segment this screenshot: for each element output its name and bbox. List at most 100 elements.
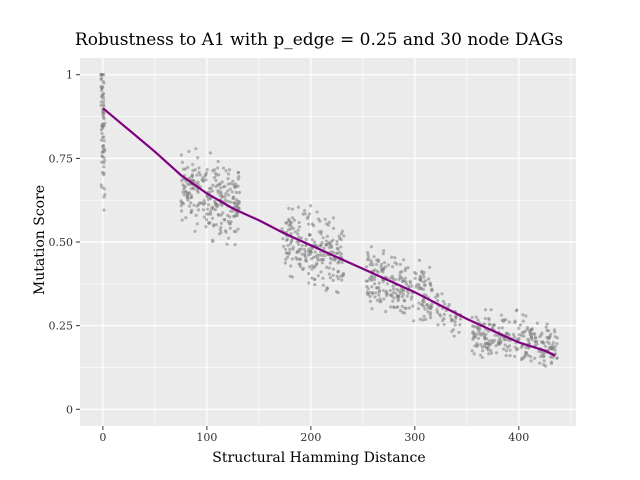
data-point [487,322,491,326]
data-point [287,223,291,227]
data-point [101,144,105,148]
data-point [290,216,295,220]
data-point [537,349,541,354]
y-tick-label: 0.75 [49,152,74,165]
data-point [310,238,314,242]
data-point [392,296,396,300]
data-point [535,321,540,325]
data-point [195,173,199,177]
data-point [377,288,382,293]
data-point [421,298,425,302]
data-point [290,257,294,261]
data-point [377,281,381,285]
data-point [390,274,394,278]
y-axis-ticks: 0 0.25 0.50 0.75 1 [49,69,80,416]
data-point [212,168,217,172]
data-point [407,306,412,310]
data-point [283,247,288,251]
data-point [236,170,240,175]
data-point [532,331,536,336]
data-point [325,234,329,238]
data-point [543,364,548,368]
data-point [545,340,549,344]
data-point [483,322,487,326]
data-point [377,285,381,290]
data-point [378,297,382,301]
data-point [340,229,345,233]
data-point [400,279,404,284]
data-point [181,202,185,206]
data-point [514,309,518,313]
data-point [325,265,329,269]
data-point [475,343,479,348]
data-point [423,283,427,287]
data-point [99,103,103,108]
y-tick-label: 0 [66,403,73,416]
data-point [403,269,407,273]
data-point [309,204,313,208]
data-point [296,205,301,209]
data-point [186,191,191,195]
data-point [223,198,227,202]
data-point [209,186,213,190]
data-point [372,255,376,259]
data-point [302,208,307,213]
data-point [103,121,107,125]
data-point [384,309,388,314]
data-point [373,277,377,281]
data-point [483,308,488,312]
data-point [527,338,531,343]
data-point [303,250,307,254]
data-point [212,223,216,227]
data-point [102,173,106,177]
data-point [486,348,490,352]
data-point [182,184,186,188]
data-point [504,349,508,353]
data-point [297,225,302,229]
data-point [297,220,301,225]
data-point [430,302,434,306]
data-point [226,177,230,181]
data-point [335,274,339,278]
data-point [366,253,370,257]
data-point [208,209,213,214]
data-point [413,276,417,280]
data-point [328,261,332,265]
data-point [366,250,370,255]
data-point [524,314,528,318]
data-point [307,212,312,216]
data-point [306,222,311,226]
data-point [340,278,344,282]
data-point [314,254,318,259]
data-point [336,269,340,273]
data-point [303,212,307,216]
data-point [543,344,547,348]
data-point [331,273,335,278]
data-point [189,210,193,215]
data-point [489,351,494,355]
data-point [414,285,418,289]
data-point [489,348,493,353]
data-point [500,326,504,330]
data-point [390,255,394,259]
data-point [391,284,395,288]
data-point [315,210,319,214]
data-point [395,262,399,266]
data-point [191,162,195,167]
data-point [234,198,238,202]
data-point [420,269,424,273]
data-point [227,193,231,197]
data-point [392,287,396,291]
data-point [296,232,300,236]
data-point [102,147,107,151]
data-point [201,208,205,212]
data-point [327,266,331,270]
data-point [400,304,404,308]
data-point [304,237,308,242]
data-point [553,344,557,349]
data-point [541,340,545,345]
data-point [402,299,407,303]
data-point [205,212,209,216]
data-point [555,336,559,340]
data-point [450,319,454,323]
